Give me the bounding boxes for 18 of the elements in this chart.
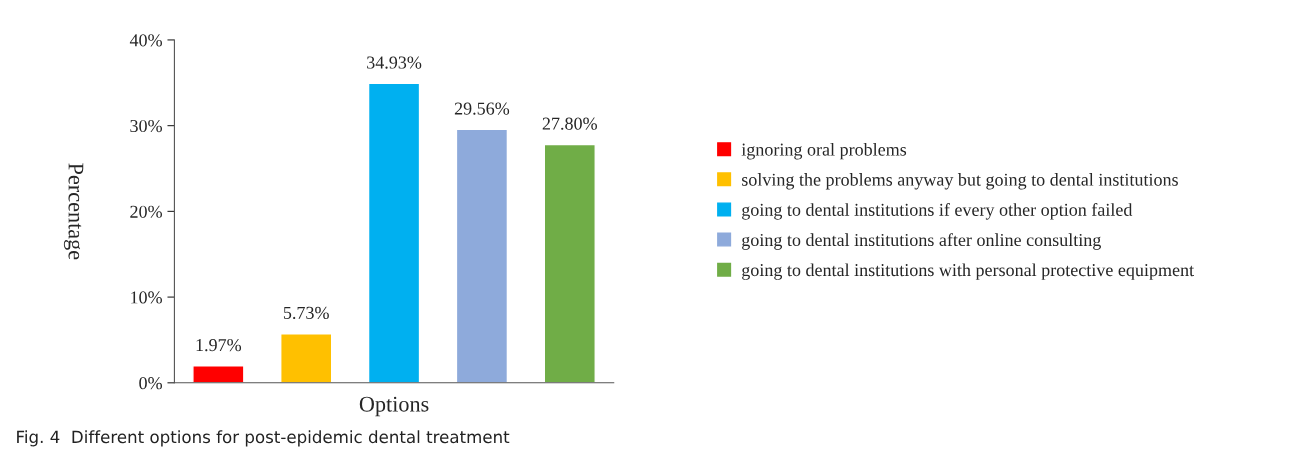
data-label: 34.93%	[367, 56, 422, 69]
x-axis-title: Options	[359, 396, 429, 417]
data-label: 27.80%	[542, 117, 597, 130]
legend-label: solving the problems anyway but going to dental institutions	[742, 173, 1178, 190]
legend-label: ignoring oral problems	[741, 142, 907, 160]
y-axis-title: Percentage	[63, 163, 84, 260]
y-tick-label: 40%	[129, 34, 162, 47]
data-label: 1.97%	[196, 338, 242, 352]
legend-label: going to dental institutions if every other option failed	[742, 203, 1133, 220]
legend-label: going to dental institutions after online consulting	[742, 233, 1101, 250]
y-tick-label: 0%	[139, 377, 162, 390]
y-tick-label: 20%	[130, 205, 162, 218]
y-tick-label: 30%	[130, 119, 162, 133]
y-tick-label: 10%	[131, 291, 162, 304]
data-label: 5.73%	[283, 306, 329, 319]
legend-label: going to dental institutions with personal protective equipment	[742, 263, 1194, 280]
caption: Fig. 4 Different options for post-epidemic dental treatment	[17, 430, 510, 447]
data-label: 29.56%	[454, 102, 510, 115]
